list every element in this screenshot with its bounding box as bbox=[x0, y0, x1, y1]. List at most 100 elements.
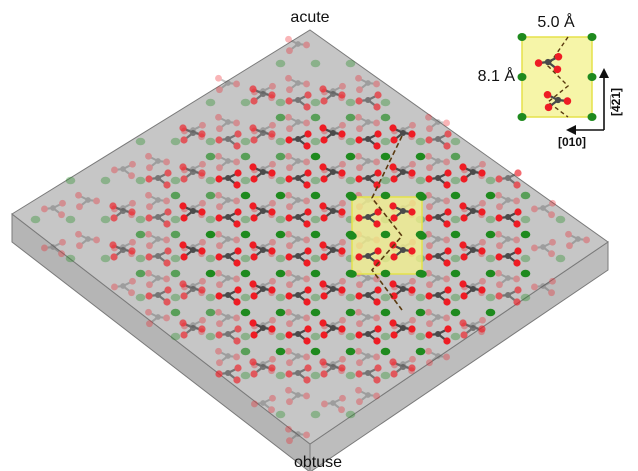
carbon-oxygen-bond bbox=[227, 198, 237, 202]
carbon-oxygen-bond bbox=[428, 116, 439, 123]
oxygen-atom bbox=[373, 80, 380, 88]
oxygen-atom bbox=[339, 121, 346, 129]
carbonate-group bbox=[215, 286, 242, 306]
carbon-atom bbox=[120, 247, 126, 253]
carbonate-group bbox=[389, 280, 416, 300]
oxygen-atom bbox=[356, 164, 363, 172]
carbon-oxygen-bond bbox=[507, 276, 517, 280]
carbon-oxygen-bond bbox=[358, 121, 369, 130]
carbon-atom bbox=[330, 130, 336, 136]
calcium-atom bbox=[205, 230, 216, 239]
carbon-oxygen-bond bbox=[148, 311, 159, 318]
oxygen-atom bbox=[408, 325, 416, 333]
carbonate-group bbox=[425, 347, 450, 367]
calcium-atom bbox=[135, 137, 146, 146]
oxygen-atom bbox=[145, 253, 153, 261]
calcium-atom bbox=[555, 215, 566, 224]
calcium-atom bbox=[450, 293, 461, 302]
oxygen-atom bbox=[233, 119, 240, 127]
oxygen-atom bbox=[163, 275, 170, 283]
carbon-oxygen-bond bbox=[428, 155, 439, 162]
oxygen-atom bbox=[444, 247, 452, 255]
carbon-atom bbox=[330, 91, 336, 97]
oxygen-atom bbox=[76, 203, 83, 211]
oxygen-atom bbox=[355, 386, 362, 394]
calcium-atom bbox=[170, 293, 181, 302]
calcium-atom bbox=[587, 113, 597, 121]
oxygen-atom bbox=[355, 253, 363, 261]
carbonate-group bbox=[145, 191, 170, 211]
carbonate-group bbox=[459, 280, 486, 300]
calcium-atom bbox=[347, 232, 357, 240]
oxygen-atom bbox=[249, 358, 257, 366]
oxygen-atom bbox=[459, 241, 467, 249]
carbonate-group bbox=[495, 191, 520, 211]
calcium-atom bbox=[275, 176, 286, 185]
calcium-atom bbox=[450, 308, 461, 317]
carbon-oxygen-bond bbox=[332, 241, 343, 248]
oxygen-atom bbox=[425, 253, 433, 261]
carbon-oxygen-bond bbox=[227, 237, 237, 241]
carbon-atom bbox=[505, 253, 511, 259]
carbonate-group bbox=[145, 308, 170, 328]
carbon-atom bbox=[295, 253, 301, 259]
carbon-atom bbox=[330, 286, 336, 292]
carbon-oxygen-bond bbox=[428, 277, 439, 286]
carbonate-group bbox=[215, 325, 242, 345]
oxygen-atom bbox=[338, 247, 346, 255]
carbon-oxygen-bond bbox=[288, 394, 299, 403]
oxygen-atom bbox=[111, 166, 118, 174]
calcium-atom bbox=[275, 269, 286, 278]
carbon-oxygen-bond bbox=[324, 401, 334, 405]
oxygen-atom bbox=[285, 113, 292, 121]
oxygen-atom bbox=[373, 376, 381, 384]
carbonate-group bbox=[425, 247, 452, 267]
carbon-atom bbox=[330, 247, 336, 253]
carbonate-group bbox=[319, 358, 346, 378]
oxygen-atom bbox=[304, 169, 312, 177]
carbonate-group bbox=[285, 74, 310, 94]
oxygen-atom bbox=[443, 119, 450, 127]
oxygen-atom bbox=[356, 398, 363, 406]
oxygen-atom bbox=[548, 289, 555, 297]
calcium-atom bbox=[310, 59, 321, 68]
oxygen-atom bbox=[514, 169, 522, 177]
carbon-oxygen-bond bbox=[44, 206, 54, 210]
oxygen-atom bbox=[180, 136, 188, 144]
oxygen-atom bbox=[495, 175, 503, 183]
carbon-oxygen-bond bbox=[297, 81, 307, 85]
oxygen-atom bbox=[496, 281, 503, 289]
carbon-atom bbox=[225, 331, 231, 337]
oxygen-atom bbox=[285, 191, 292, 199]
carbon-atom bbox=[295, 392, 301, 398]
calcium-atom bbox=[275, 332, 286, 341]
carbon-oxygen-bond bbox=[122, 280, 133, 287]
oxygen-atom bbox=[409, 277, 416, 285]
calcium-atom bbox=[517, 33, 527, 41]
oxygen-atom bbox=[549, 199, 556, 207]
carbon-atom bbox=[470, 208, 476, 214]
calcium-atom bbox=[170, 191, 181, 200]
oxygen-atom bbox=[269, 121, 276, 129]
oxygen-atom bbox=[563, 97, 572, 105]
calcium-atom bbox=[380, 332, 391, 341]
carbon-oxygen-bond bbox=[297, 276, 307, 280]
oxygen-atom bbox=[250, 292, 258, 300]
calcium-atom bbox=[240, 137, 251, 146]
carbon-atom bbox=[225, 197, 231, 203]
carbon-atom bbox=[225, 175, 231, 181]
carbonate-group bbox=[543, 90, 572, 112]
carbon-oxygen-bond bbox=[254, 401, 264, 405]
oxygen-atom bbox=[390, 175, 398, 183]
carbon-oxygen-bond bbox=[472, 319, 483, 326]
oxygen-atom bbox=[304, 208, 312, 216]
calcium-atom bbox=[30, 215, 41, 224]
oxygen-atom bbox=[543, 90, 552, 99]
oxygen-atom bbox=[234, 208, 242, 216]
carbonate-group bbox=[285, 286, 312, 306]
carbon-oxygen-bond bbox=[218, 199, 229, 208]
calcium-atom bbox=[347, 193, 357, 201]
oxygen-atom bbox=[549, 277, 556, 285]
carbonate-group bbox=[285, 91, 312, 111]
oxygen-atom bbox=[216, 242, 223, 250]
